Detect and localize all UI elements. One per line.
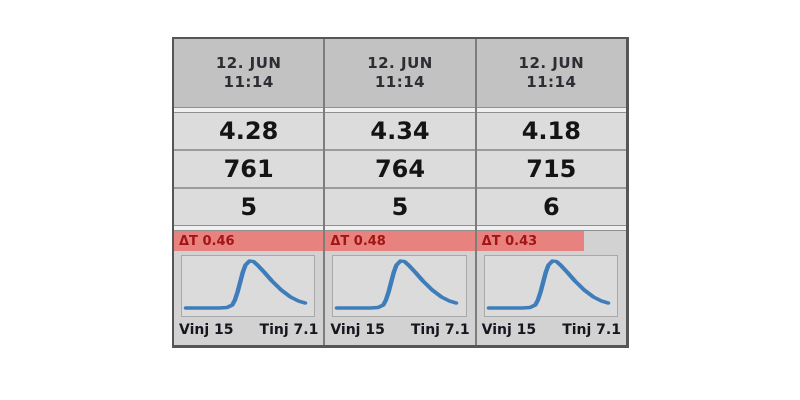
trend-labels: Vinj 15 Tinj 7.1 — [325, 317, 474, 345]
value-cell: 6 — [476, 187, 626, 225]
header-date: 12. JUN — [215, 53, 282, 72]
header-date: 12. JUN — [518, 53, 585, 72]
value-rows: 4.28 761 5 — [174, 112, 324, 226]
table-column-3: 12. JUN 11:14 4.18 715 6 ΔT 0.43 Vinj 15… — [474, 39, 626, 345]
divider — [476, 226, 626, 230]
header-time: 11:14 — [526, 73, 577, 91]
trend-chart[interactable] — [483, 255, 618, 317]
divider — [476, 108, 626, 112]
monitor-table: 12. JUN 11:14 4.28 761 5 ΔT 0.46 Vinj 15… — [172, 37, 629, 348]
column-header: 12. JUN 11:14 — [174, 39, 324, 108]
trend-cell: ΔT 0.48 Vinj 15 Tinj 7.1 — [325, 230, 475, 345]
header-time: 11:14 — [374, 73, 426, 91]
trend-labels: Vinj 15 Tinj 7.1 — [477, 317, 626, 345]
tinj-label: Tinj 7.1 — [410, 322, 470, 338]
column-header: 12. JUN 11:14 — [325, 39, 475, 108]
value-cell: 4.28 — [174, 113, 324, 149]
value-cell: 761 — [174, 149, 324, 187]
delta-t-label: ΔT 0.48 — [330, 234, 386, 249]
header-time: 11:14 — [223, 73, 274, 91]
delta-t-label: ΔT 0.43 — [481, 234, 538, 249]
table-column-2: 12. JUN 11:14 4.34 764 5 ΔT 0.48 Vinj 15… — [323, 39, 475, 345]
value-cell: 4.18 — [476, 113, 626, 149]
table-column-1: 12. JUN 11:14 4.28 761 5 ΔT 0.46 Vinj 15… — [174, 39, 324, 345]
delta-t-banner: ΔT 0.43 — [476, 231, 585, 251]
value-cell: 715 — [476, 149, 626, 187]
divider — [174, 226, 324, 230]
vinj-label: Vinj 15 — [330, 322, 385, 338]
vinj-label: Vinj 15 — [179, 322, 234, 338]
trend-cell: ΔT 0.46 Vinj 15 Tinj 7.1 — [174, 230, 324, 345]
delta-t-banner: ΔT 0.46 — [174, 231, 324, 251]
tinj-label: Tinj 7.1 — [259, 322, 319, 338]
divider — [174, 108, 324, 112]
value-cell: 5 — [325, 187, 475, 225]
delta-t-label: ΔT 0.46 — [179, 234, 235, 249]
value-cell: 4.34 — [325, 113, 475, 149]
tinj-label: Tinj 7.1 — [562, 322, 621, 338]
divider — [325, 108, 475, 112]
value-cell: 5 — [174, 187, 324, 225]
header-date: 12. JUN — [367, 53, 433, 72]
delta-t-banner: ΔT 0.48 — [325, 231, 475, 251]
value-rows: 4.34 764 5 — [325, 112, 475, 226]
trend-labels: Vinj 15 Tinj 7.1 — [174, 317, 323, 345]
trend-chart[interactable] — [332, 255, 467, 317]
value-rows: 4.18 715 6 — [476, 112, 626, 226]
trend-cell: ΔT 0.43 Vinj 15 Tinj 7.1 — [476, 230, 626, 345]
trend-curve — [335, 259, 459, 310]
column-header: 12. JUN 11:14 — [476, 39, 626, 108]
value-cell: 764 — [325, 149, 475, 187]
trend-curve — [486, 259, 610, 310]
trend-curve — [183, 259, 308, 310]
trend-chart[interactable] — [181, 255, 316, 317]
divider — [325, 226, 475, 230]
vinj-label: Vinj 15 — [481, 322, 537, 338]
